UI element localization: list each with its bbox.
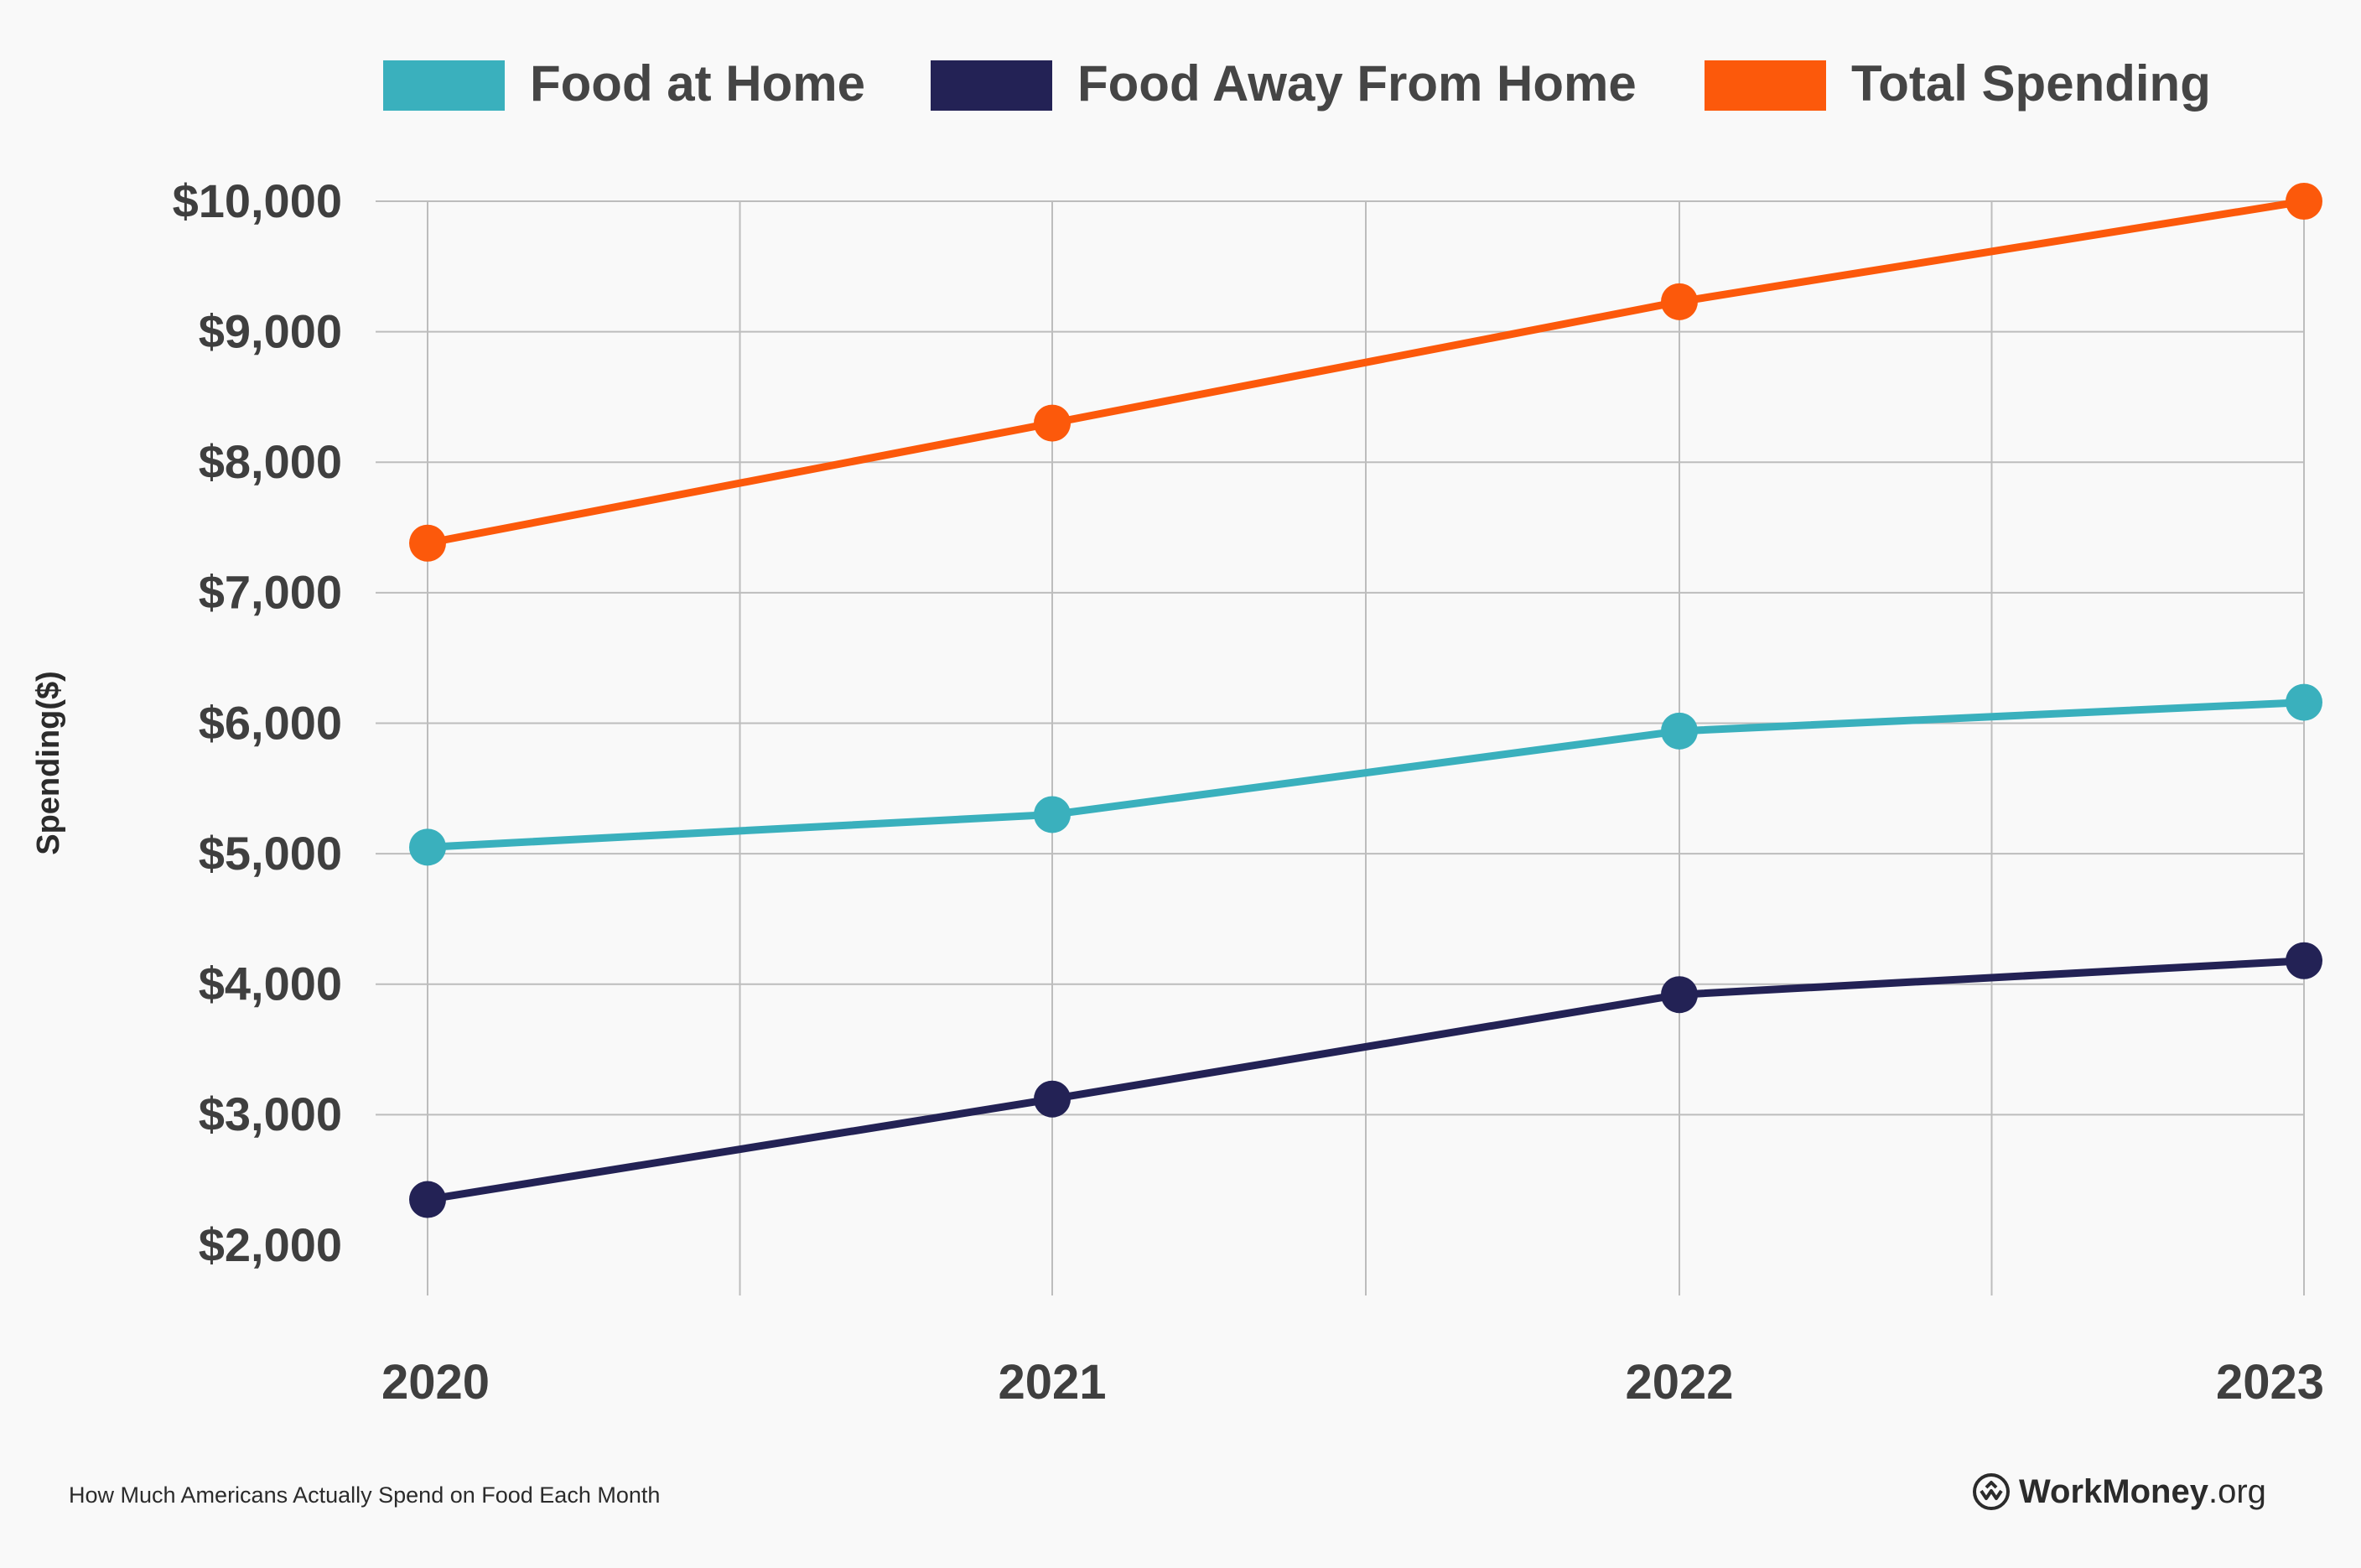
legend-item: Food Away From Home	[931, 55, 1637, 112]
data-point	[2286, 683, 2322, 721]
x-tick-label: 2020	[381, 1355, 490, 1410]
y-axis-ticks: $2,000 $3,000 $4,000 $5,000 $6,000 $7,000 $8,0…	[173, 174, 342, 1271]
x-axis-ticks: 2020 2021 2022 2023	[381, 1355, 2324, 1410]
data-point	[1661, 283, 1698, 320]
y-tick-label: $4,000	[199, 958, 342, 1010]
series-food-away-from-home	[409, 942, 2322, 1218]
series-line	[423, 698, 2308, 851]
brand-domain: .org	[2208, 1472, 2266, 1510]
data-point	[2286, 183, 2322, 220]
x-tick-label: 2022	[1625, 1355, 1733, 1410]
data-point	[1661, 976, 1698, 1014]
data-point	[409, 1181, 446, 1218]
series-total-spending	[409, 183, 2322, 562]
legend-label: Total Spending	[1851, 55, 2211, 112]
y-tick-label: $2,000	[199, 1218, 342, 1271]
series-food-at-home	[409, 683, 2322, 866]
y-tick-label: $8,000	[199, 435, 342, 488]
data-point	[1034, 796, 1071, 833]
data-point	[409, 828, 446, 866]
y-tick-label: $9,000	[199, 304, 342, 357]
brand-logo: WorkMoney.org	[1972, 1472, 2266, 1511]
legend-label: Food at Home	[530, 55, 865, 112]
brand-name: WorkMoney	[2019, 1472, 2208, 1510]
chart-legend: Food at Home Food Away From Home Total Spe…	[383, 55, 2211, 112]
workmoney-logo-icon	[1973, 1473, 2010, 1510]
legend-item: Food at Home	[383, 55, 865, 112]
series-line	[423, 197, 2308, 548]
series-layer	[409, 183, 2322, 1218]
data-point	[2286, 942, 2322, 979]
y-axis-label: Spending($)	[31, 671, 66, 855]
y-tick-label: $5,000	[199, 827, 342, 880]
x-tick-label: 2023	[2216, 1355, 2324, 1410]
legend-swatch	[383, 60, 505, 111]
y-tick-label: $6,000	[199, 696, 342, 749]
data-point	[409, 524, 446, 562]
series-line	[423, 957, 2308, 1204]
y-tick-label: $10,000	[173, 174, 342, 227]
legend-label: Food Away From Home	[1077, 55, 1637, 112]
x-tick-label: 2021	[998, 1355, 1106, 1410]
legend-swatch	[1705, 60, 1826, 111]
legend-item: Total Spending	[1705, 55, 2211, 112]
y-tick-label: $3,000	[199, 1088, 342, 1140]
data-point	[1661, 712, 1698, 750]
y-tick-label: $7,000	[199, 566, 342, 619]
data-point	[1034, 404, 1071, 442]
chart-caption: How Much Americans Actually Spend on Foo…	[69, 1482, 661, 1508]
data-point	[1034, 1080, 1071, 1118]
legend-swatch	[931, 60, 1052, 111]
